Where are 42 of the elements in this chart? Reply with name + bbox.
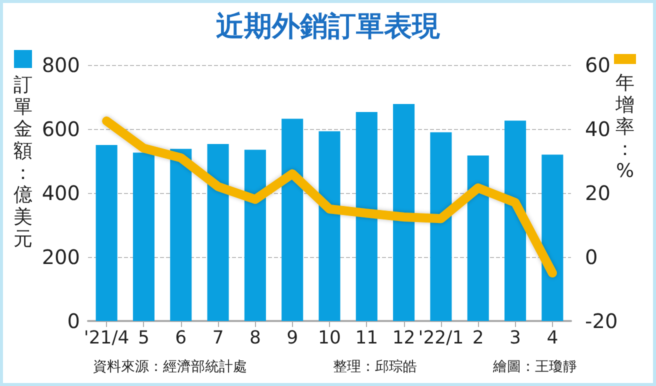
- y-axis-title: 訂單金額：億美元: [13, 74, 33, 250]
- bar: [132, 152, 155, 321]
- y-tick-label: 800: [42, 53, 80, 77]
- bar: [207, 144, 229, 321]
- x-tick-label: 5: [138, 328, 150, 348]
- y2-axis-title: 年增率：%: [615, 72, 635, 182]
- x-tick-label: 11: [355, 328, 378, 348]
- bar: [504, 120, 526, 321]
- bar: [393, 104, 415, 321]
- bar: [244, 150, 266, 321]
- x-tick-label: 10: [318, 328, 341, 348]
- x-tick-label: 6: [175, 328, 187, 348]
- text: 整理：邱琮皓: [333, 358, 417, 374]
- x-tick-label: 9: [286, 328, 298, 348]
- bar: [542, 154, 564, 321]
- y2-tick-label: 60: [585, 53, 610, 77]
- bar: [318, 131, 340, 321]
- y-tick-label: 200: [42, 245, 80, 269]
- y2-tick-label: 0: [585, 245, 598, 269]
- bar: [170, 148, 192, 321]
- x-tick-label: 12: [392, 328, 416, 348]
- y-tick-label: 400: [42, 181, 80, 205]
- y2-tick-label: 20: [585, 181, 610, 205]
- bar: [282, 118, 304, 321]
- x-tick-label: 3: [510, 328, 521, 348]
- x-tick-label: 4: [546, 328, 558, 348]
- x-tick-label: '22/1: [418, 328, 464, 348]
- y-tick-label: 0: [67, 309, 80, 333]
- y2-tick-label: 40: [585, 117, 610, 141]
- text: 繪圖：王瓊靜: [492, 358, 577, 374]
- chart-title: 近期外銷訂單表現: [216, 10, 441, 42]
- y2-tick-label: -20: [585, 309, 618, 333]
- x-tick-label: 2: [472, 328, 484, 348]
- x-tick-label: '21/4: [84, 328, 130, 348]
- bar: [96, 145, 118, 321]
- source-note: 資料來源：經濟部統計處: [93, 358, 247, 374]
- bar: [356, 112, 378, 321]
- x-tick-label: 8: [249, 328, 261, 348]
- bar: [467, 156, 489, 321]
- x-tick-label: 7: [212, 328, 224, 348]
- y-tick-label: 600: [42, 117, 80, 141]
- bar: [430, 132, 452, 321]
